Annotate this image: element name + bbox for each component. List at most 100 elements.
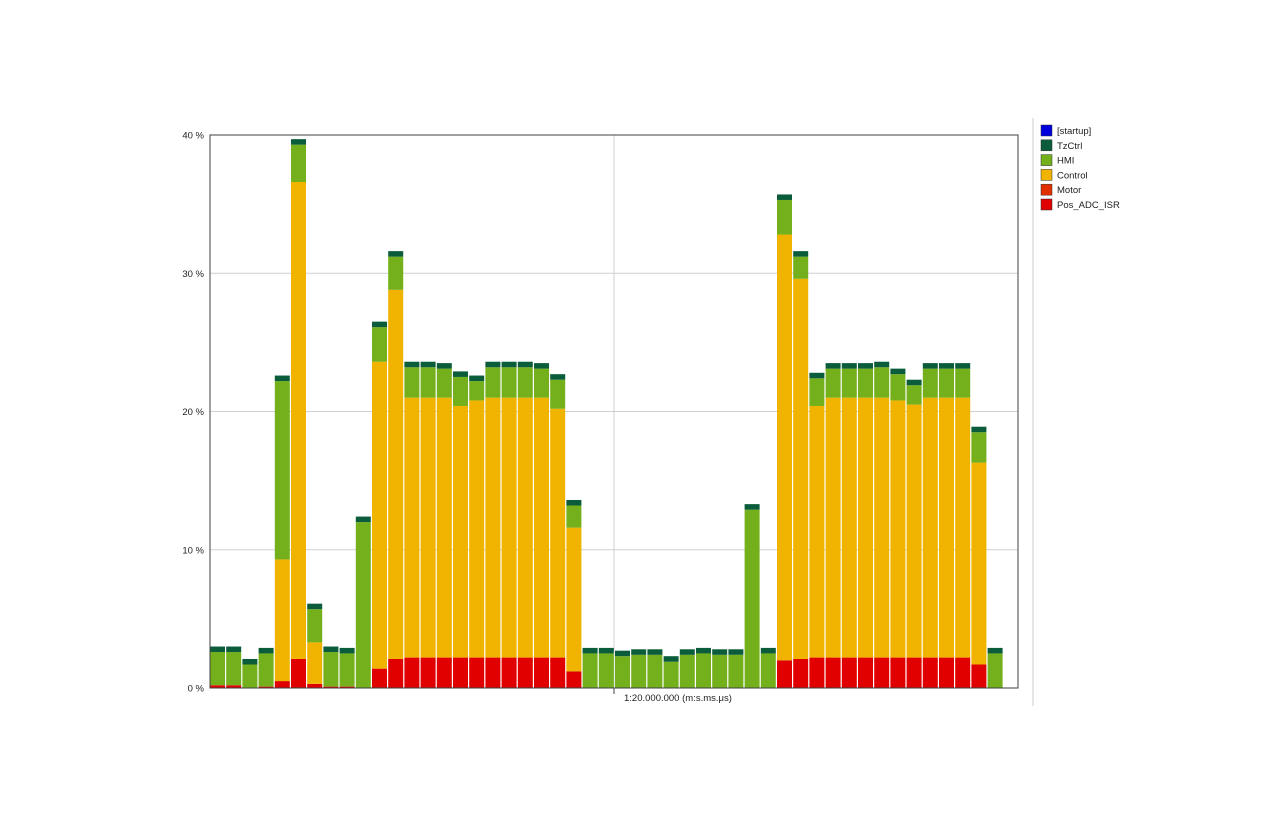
bar-segment <box>858 397 873 658</box>
bar-segment <box>939 657 954 688</box>
bar-segment <box>582 653 598 688</box>
bar-segment <box>517 361 533 368</box>
bar-segment <box>971 426 987 433</box>
bar-segment <box>550 408 566 658</box>
legend-swatch <box>1040 154 1053 166</box>
bar-segment <box>922 368 938 398</box>
bar-segment <box>534 397 549 658</box>
bar-segment <box>420 397 436 658</box>
bar-segment <box>663 656 679 662</box>
bar-segment <box>825 657 841 688</box>
bar-segment <box>469 400 485 658</box>
bar-segment <box>663 661 679 688</box>
bar-segment <box>436 397 452 658</box>
bar-segment <box>226 685 242 688</box>
bar-segment <box>388 658 404 688</box>
bar-segment <box>469 381 485 401</box>
bar-segment <box>258 686 274 688</box>
bar-segment <box>436 363 452 369</box>
bar-segment <box>858 363 873 369</box>
bar-segment <box>339 686 355 688</box>
bar-segment <box>534 363 549 369</box>
bar-segment <box>760 647 776 654</box>
bar-segment <box>793 278 809 659</box>
bar-segment <box>436 657 452 688</box>
bar-segment <box>323 646 339 653</box>
bar-segment <box>534 657 549 688</box>
bar-segment <box>242 664 258 688</box>
bar-segment <box>939 397 954 658</box>
bar-segment <box>955 363 971 369</box>
legend-swatch <box>1040 198 1053 211</box>
bar-segment <box>420 367 436 398</box>
bar-segment <box>874 361 890 368</box>
legend-label: Control <box>1057 170 1088 181</box>
bar-segment <box>274 559 290 682</box>
bar-segment <box>291 144 306 183</box>
bar-segment <box>841 657 857 688</box>
bar-segment <box>307 642 323 684</box>
bar-segment <box>404 397 420 658</box>
bar-segment <box>890 657 906 688</box>
legend-swatch <box>1040 169 1053 181</box>
bar-segment <box>809 657 825 688</box>
bar-segment <box>744 509 760 688</box>
bar-segment <box>453 657 468 688</box>
bar-segment <box>793 251 809 257</box>
bar-segment <box>615 656 630 688</box>
bar-segment <box>453 371 468 377</box>
bar-segment <box>647 649 663 655</box>
bar-segment <box>825 363 841 369</box>
bar-segment <box>453 405 468 658</box>
legend-label: Pos_ADC_ISR <box>1057 200 1120 211</box>
bar-segment <box>517 397 533 658</box>
bar-segment <box>841 368 857 398</box>
bar-segment <box>517 657 533 688</box>
bar-segment <box>307 603 323 610</box>
y-tick-label: 10 % <box>182 545 204 556</box>
y-tick-label: 20 % <box>182 407 204 418</box>
bar-segment <box>404 657 420 688</box>
bar-segment <box>598 647 614 654</box>
bar-segment <box>777 660 792 688</box>
bar-segment <box>841 363 857 369</box>
bar-segment <box>777 199 792 235</box>
bar-segment <box>339 647 355 654</box>
y-tick-label: 0 % <box>188 684 205 695</box>
legend-divider <box>1032 118 1034 706</box>
bar-segment <box>858 657 873 688</box>
bar-segment <box>485 657 501 688</box>
bar-segment <box>210 685 225 688</box>
bar-segment <box>274 681 290 688</box>
bar-segment <box>696 647 711 654</box>
bar-segment <box>971 664 987 688</box>
x-axis-center-label: 1:20.000.000 (m:s.ms.μs) <box>624 693 732 704</box>
bar-segment <box>712 654 728 688</box>
bar-segment <box>274 375 290 382</box>
bar-segment <box>485 367 501 398</box>
bar-segment <box>939 363 954 369</box>
legend-label: HMI <box>1057 156 1074 167</box>
bar-segment <box>955 397 971 658</box>
bar-segment <box>436 368 452 398</box>
bar-segment <box>372 321 387 328</box>
bar-segment <box>550 374 566 380</box>
bar-segment <box>744 504 760 510</box>
bar-segment <box>582 647 598 654</box>
bar-segment <box>679 649 695 655</box>
bar-segment <box>307 683 323 688</box>
bar-segment <box>210 652 225 686</box>
bar-segment <box>615 650 630 657</box>
bar-segment <box>291 139 306 145</box>
bar-segment <box>696 653 711 688</box>
bar-segment <box>258 647 274 654</box>
bar-segment <box>631 654 647 688</box>
y-tick-label: 30 % <box>182 269 204 280</box>
bar-segment <box>404 367 420 398</box>
bar-segment <box>258 653 274 687</box>
bar-segment <box>874 657 890 688</box>
bar-segment <box>372 327 387 362</box>
bar-segment <box>388 289 404 659</box>
bar-segment <box>291 658 306 688</box>
